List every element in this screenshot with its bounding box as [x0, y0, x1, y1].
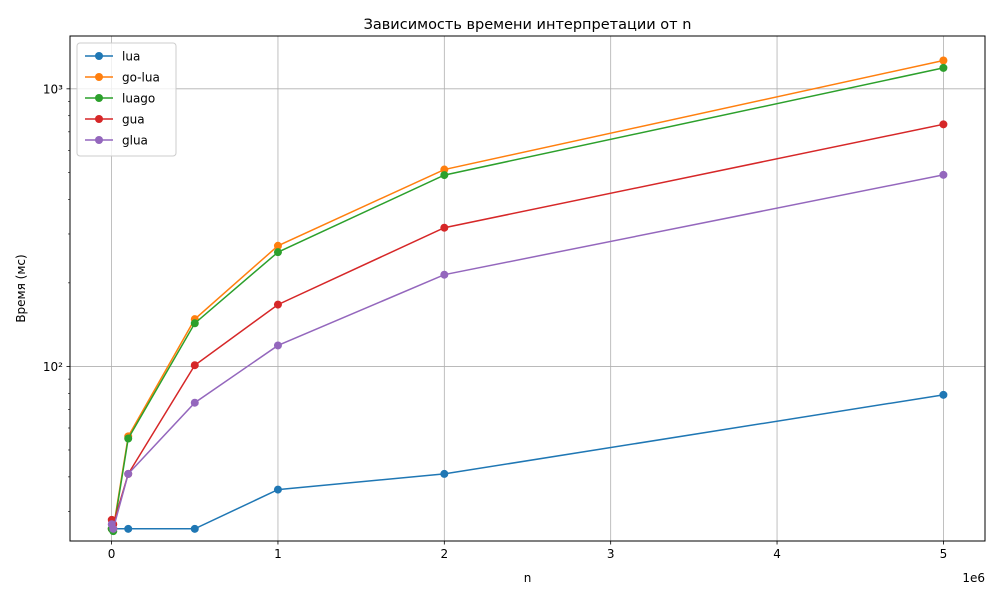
legend-item-lua: lua	[85, 50, 140, 64]
y-tick-label: 10³	[43, 82, 63, 96]
legend-swatch-marker	[95, 115, 103, 123]
series-group	[107, 56, 948, 536]
axis-ticks: 0 1 2 3 4 5 10² 10³	[43, 82, 947, 561]
data-point	[939, 63, 948, 72]
x-tick-label: 4	[773, 547, 781, 561]
series-line	[111, 67, 944, 534]
x-tick-label: 5	[940, 547, 948, 561]
data-point	[939, 390, 948, 399]
x-axis-title: n	[524, 571, 532, 585]
legend-swatch-marker	[95, 52, 103, 60]
data-point	[124, 469, 133, 478]
data-point	[440, 165, 449, 174]
legend: lua go-lua luago gua glua	[76, 42, 177, 157]
series-gua	[107, 120, 948, 529]
data-point	[273, 341, 282, 350]
legend-label: go-lua	[122, 71, 160, 85]
legend-label: lua	[122, 50, 140, 64]
plot-frame	[69, 35, 986, 542]
grid	[70, 36, 985, 541]
data-point	[190, 361, 199, 370]
data-point	[190, 319, 199, 328]
legend-swatch-marker	[95, 136, 103, 144]
series-line	[111, 394, 944, 530]
legend-label: glua	[122, 134, 148, 148]
series-glua	[107, 170, 948, 533]
data-point	[190, 524, 199, 533]
data-point	[939, 120, 948, 129]
data-point	[273, 241, 282, 250]
legend-swatch-marker	[95, 94, 103, 102]
legend-label: luago	[122, 92, 155, 106]
series-line	[111, 174, 944, 532]
legend-swatch-marker	[95, 73, 103, 81]
legend-item-gua: gua	[85, 113, 145, 127]
series-luago	[107, 63, 948, 536]
data-point	[273, 300, 282, 309]
data-point	[440, 469, 449, 478]
x-tick-label: 2	[440, 547, 448, 561]
data-point	[273, 485, 282, 494]
data-point	[939, 170, 948, 179]
data-point	[124, 434, 133, 443]
legend-item-glua: glua	[85, 134, 148, 148]
y-tick-label: 10²	[43, 360, 63, 374]
x-tick-label: 0	[108, 547, 116, 561]
data-point	[124, 524, 133, 533]
data-point	[939, 56, 948, 65]
data-point	[190, 398, 199, 407]
series-lua	[107, 390, 948, 533]
series-line	[111, 59, 944, 530]
data-point	[440, 171, 449, 180]
data-point	[273, 248, 282, 257]
series-line	[111, 123, 944, 527]
data-point	[440, 223, 449, 232]
x-axis-offset-label: 1e6	[962, 571, 985, 585]
legend-item-go-lua: go-lua	[85, 71, 160, 85]
x-tick-label: 1	[274, 547, 282, 561]
legend-label: gua	[122, 113, 145, 127]
data-point	[440, 270, 449, 279]
x-tick-label: 3	[607, 547, 615, 561]
y-axis-title: Время (мс)	[14, 254, 28, 322]
chart-title: Зависимость времени интерпретации от n	[364, 17, 692, 33]
data-point	[109, 524, 118, 533]
legend-item-luago: luago	[85, 92, 155, 106]
legend-box	[76, 42, 177, 157]
